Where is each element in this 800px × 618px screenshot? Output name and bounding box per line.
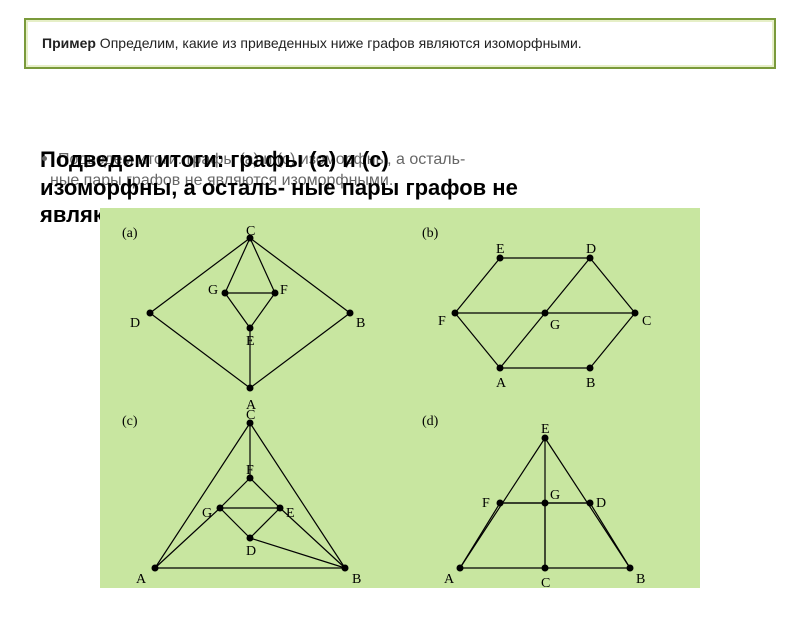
node-B [627, 565, 634, 572]
vertex-label-G: G [550, 318, 560, 334]
edge [590, 258, 635, 313]
node-D [587, 500, 594, 507]
vertex-label-D: D [130, 316, 140, 332]
vertex-label-B: B [636, 572, 645, 588]
node-C [632, 310, 639, 317]
node-A [247, 385, 254, 392]
vertex-label-A: A [444, 572, 454, 588]
vertex-label-F: F [280, 283, 288, 299]
edge [500, 313, 545, 368]
node-G [217, 505, 224, 512]
example-text: Определим, какие из приведенных ниже гра… [96, 35, 582, 51]
summary-line-1: Подведем итоги: графы (а) и (с) [40, 146, 518, 174]
edge [250, 538, 345, 568]
edge [250, 423, 345, 568]
subplot-id-label: (b) [422, 226, 438, 242]
vertex-label-B: B [586, 376, 595, 392]
subplot-id-label: (a) [122, 226, 138, 242]
node-G [542, 500, 549, 507]
edge [250, 293, 275, 328]
node-A [457, 565, 464, 572]
graph-panel: ABCDEFG(a)ABCDEFG(b)ABCDEFG(c)ABCDEFG(d) [100, 208, 700, 588]
vertex-label-E: E [541, 422, 550, 438]
vertex-label-D: D [586, 242, 596, 258]
edge [250, 478, 280, 508]
vertex-label-C: C [642, 314, 651, 330]
edge [225, 238, 250, 293]
edge [150, 238, 250, 313]
vertex-label-A: A [136, 572, 146, 588]
vertex-label-F: F [246, 463, 254, 479]
summary-line-2: изоморфны, а осталь- ные пары графов не [40, 174, 518, 202]
node-B [587, 365, 594, 372]
vertex-label-E: E [286, 506, 295, 522]
node-G [542, 310, 549, 317]
subplot-(b) [452, 255, 639, 372]
edge [455, 313, 500, 368]
vertex-label-C: C [246, 408, 255, 424]
edge [250, 238, 275, 293]
node-E [247, 325, 254, 332]
edge [590, 503, 630, 568]
edge [220, 508, 250, 538]
vertex-label-A: A [496, 376, 506, 392]
subplot-id-label: (c) [122, 414, 138, 430]
node-E [277, 505, 284, 512]
example-header-box: Пример Определим, какие из приведенных н… [24, 18, 776, 69]
bullet-dot [42, 156, 47, 161]
edge [455, 258, 500, 313]
node-D [147, 310, 154, 317]
vertex-label-F: F [438, 314, 446, 330]
vertex-label-C: C [246, 224, 255, 240]
node-F [452, 310, 459, 317]
vertex-label-C: C [541, 576, 550, 592]
example-bold: Пример [42, 35, 96, 51]
subplot-(a) [147, 235, 354, 392]
edge [225, 293, 250, 328]
node-G [222, 290, 229, 297]
vertex-label-G: G [550, 488, 560, 504]
edge [250, 313, 350, 388]
node-D [247, 535, 254, 542]
subplot-id-label: (d) [422, 414, 438, 430]
vertex-label-E: E [246, 334, 255, 350]
vertex-label-B: B [356, 316, 365, 332]
edge [220, 478, 250, 508]
vertex-label-G: G [208, 283, 218, 299]
edge [590, 313, 635, 368]
edge [250, 238, 350, 313]
edge [460, 503, 500, 568]
node-A [152, 565, 159, 572]
vertex-label-F: F [482, 496, 490, 512]
vertex-label-E: E [496, 242, 505, 258]
edge [150, 313, 250, 388]
node-B [347, 310, 354, 317]
node-A [497, 365, 504, 372]
edge [250, 508, 280, 538]
vertex-label-D: D [596, 496, 606, 512]
node-F [272, 290, 279, 297]
node-F [497, 500, 504, 507]
edge [545, 258, 590, 313]
vertex-label-G: G [202, 506, 212, 522]
edge [155, 423, 250, 568]
node-C [542, 565, 549, 572]
vertex-label-D: D [246, 544, 256, 560]
vertex-label-B: B [352, 572, 361, 588]
graph-svg [100, 208, 700, 588]
node-B [342, 565, 349, 572]
